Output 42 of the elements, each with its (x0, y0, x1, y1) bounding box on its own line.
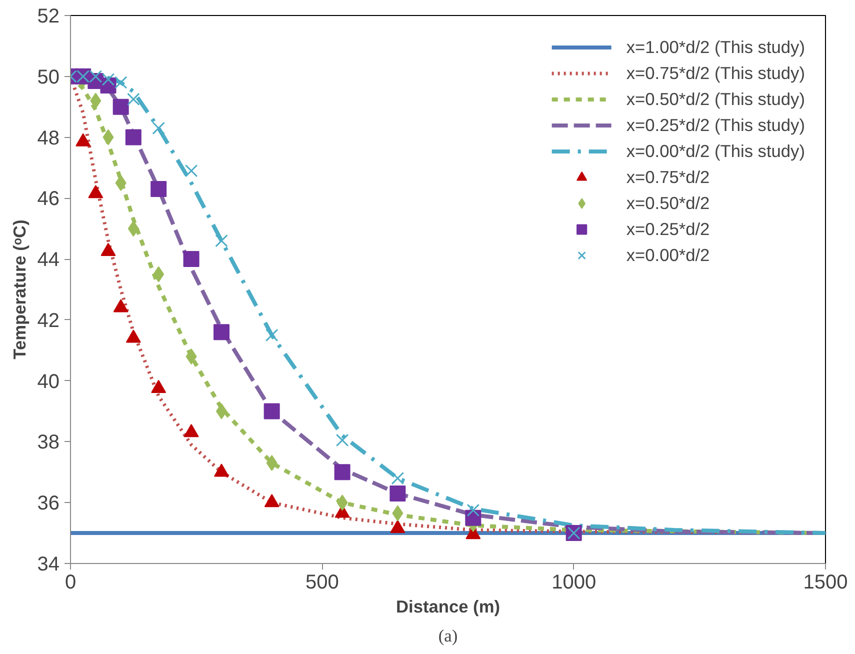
y-tick-label: 40 (37, 370, 60, 393)
point (184, 164, 198, 178)
point (112, 98, 129, 115)
y-tick-label: 36 (37, 492, 60, 515)
legend-label: x=0.75*d/2 (This study) (626, 62, 805, 84)
y-tick-label: 48 (37, 127, 60, 150)
point (466, 504, 480, 517)
point (150, 181, 167, 198)
y-tick-label: 34 (37, 554, 60, 576)
legend-label: x=0.50*d/2 (626, 192, 710, 214)
point (214, 324, 230, 340)
legend-label: x=0.25*d/2 (626, 218, 710, 240)
y-axis-title: Temperature (ᵒC) (9, 220, 30, 360)
point (334, 464, 350, 480)
legend-label: x=0.75*d/2 (626, 166, 710, 188)
point (336, 434, 349, 447)
x-axis-title: Distance (m) (396, 596, 500, 616)
y-tick-label: 50 (37, 66, 60, 88)
point (127, 92, 140, 106)
legend-label: x=0.00*d/2 (626, 244, 710, 266)
x-tick-label: 0 (64, 572, 76, 594)
legend-label: x=0.00*d/2 (This study) (626, 140, 805, 162)
x-tick-label: 1000 (552, 572, 596, 594)
point (390, 485, 406, 502)
point (152, 122, 165, 135)
point (215, 234, 228, 248)
legend-label: x=1.00*d/2 (This study) (626, 36, 805, 58)
y-tick-label: 44 (37, 249, 60, 272)
point (264, 403, 280, 420)
text: (a) (438, 626, 458, 646)
point (391, 472, 404, 485)
x-tick-label: 500 (305, 572, 339, 594)
legend-label: x=0.25*d/2 (This study) (626, 114, 805, 136)
y-tick-label: 46 (37, 188, 60, 210)
x-tick-label: 1500 (803, 572, 848, 594)
y-tick-label: 38 (37, 432, 60, 454)
point (125, 129, 142, 146)
legend-label: x=0.50*d/2 (This study) (626, 88, 805, 110)
y-tick-label: 42 (37, 310, 60, 332)
y-tick-label: 52 (37, 6, 60, 28)
point (183, 251, 200, 268)
point (265, 328, 278, 342)
